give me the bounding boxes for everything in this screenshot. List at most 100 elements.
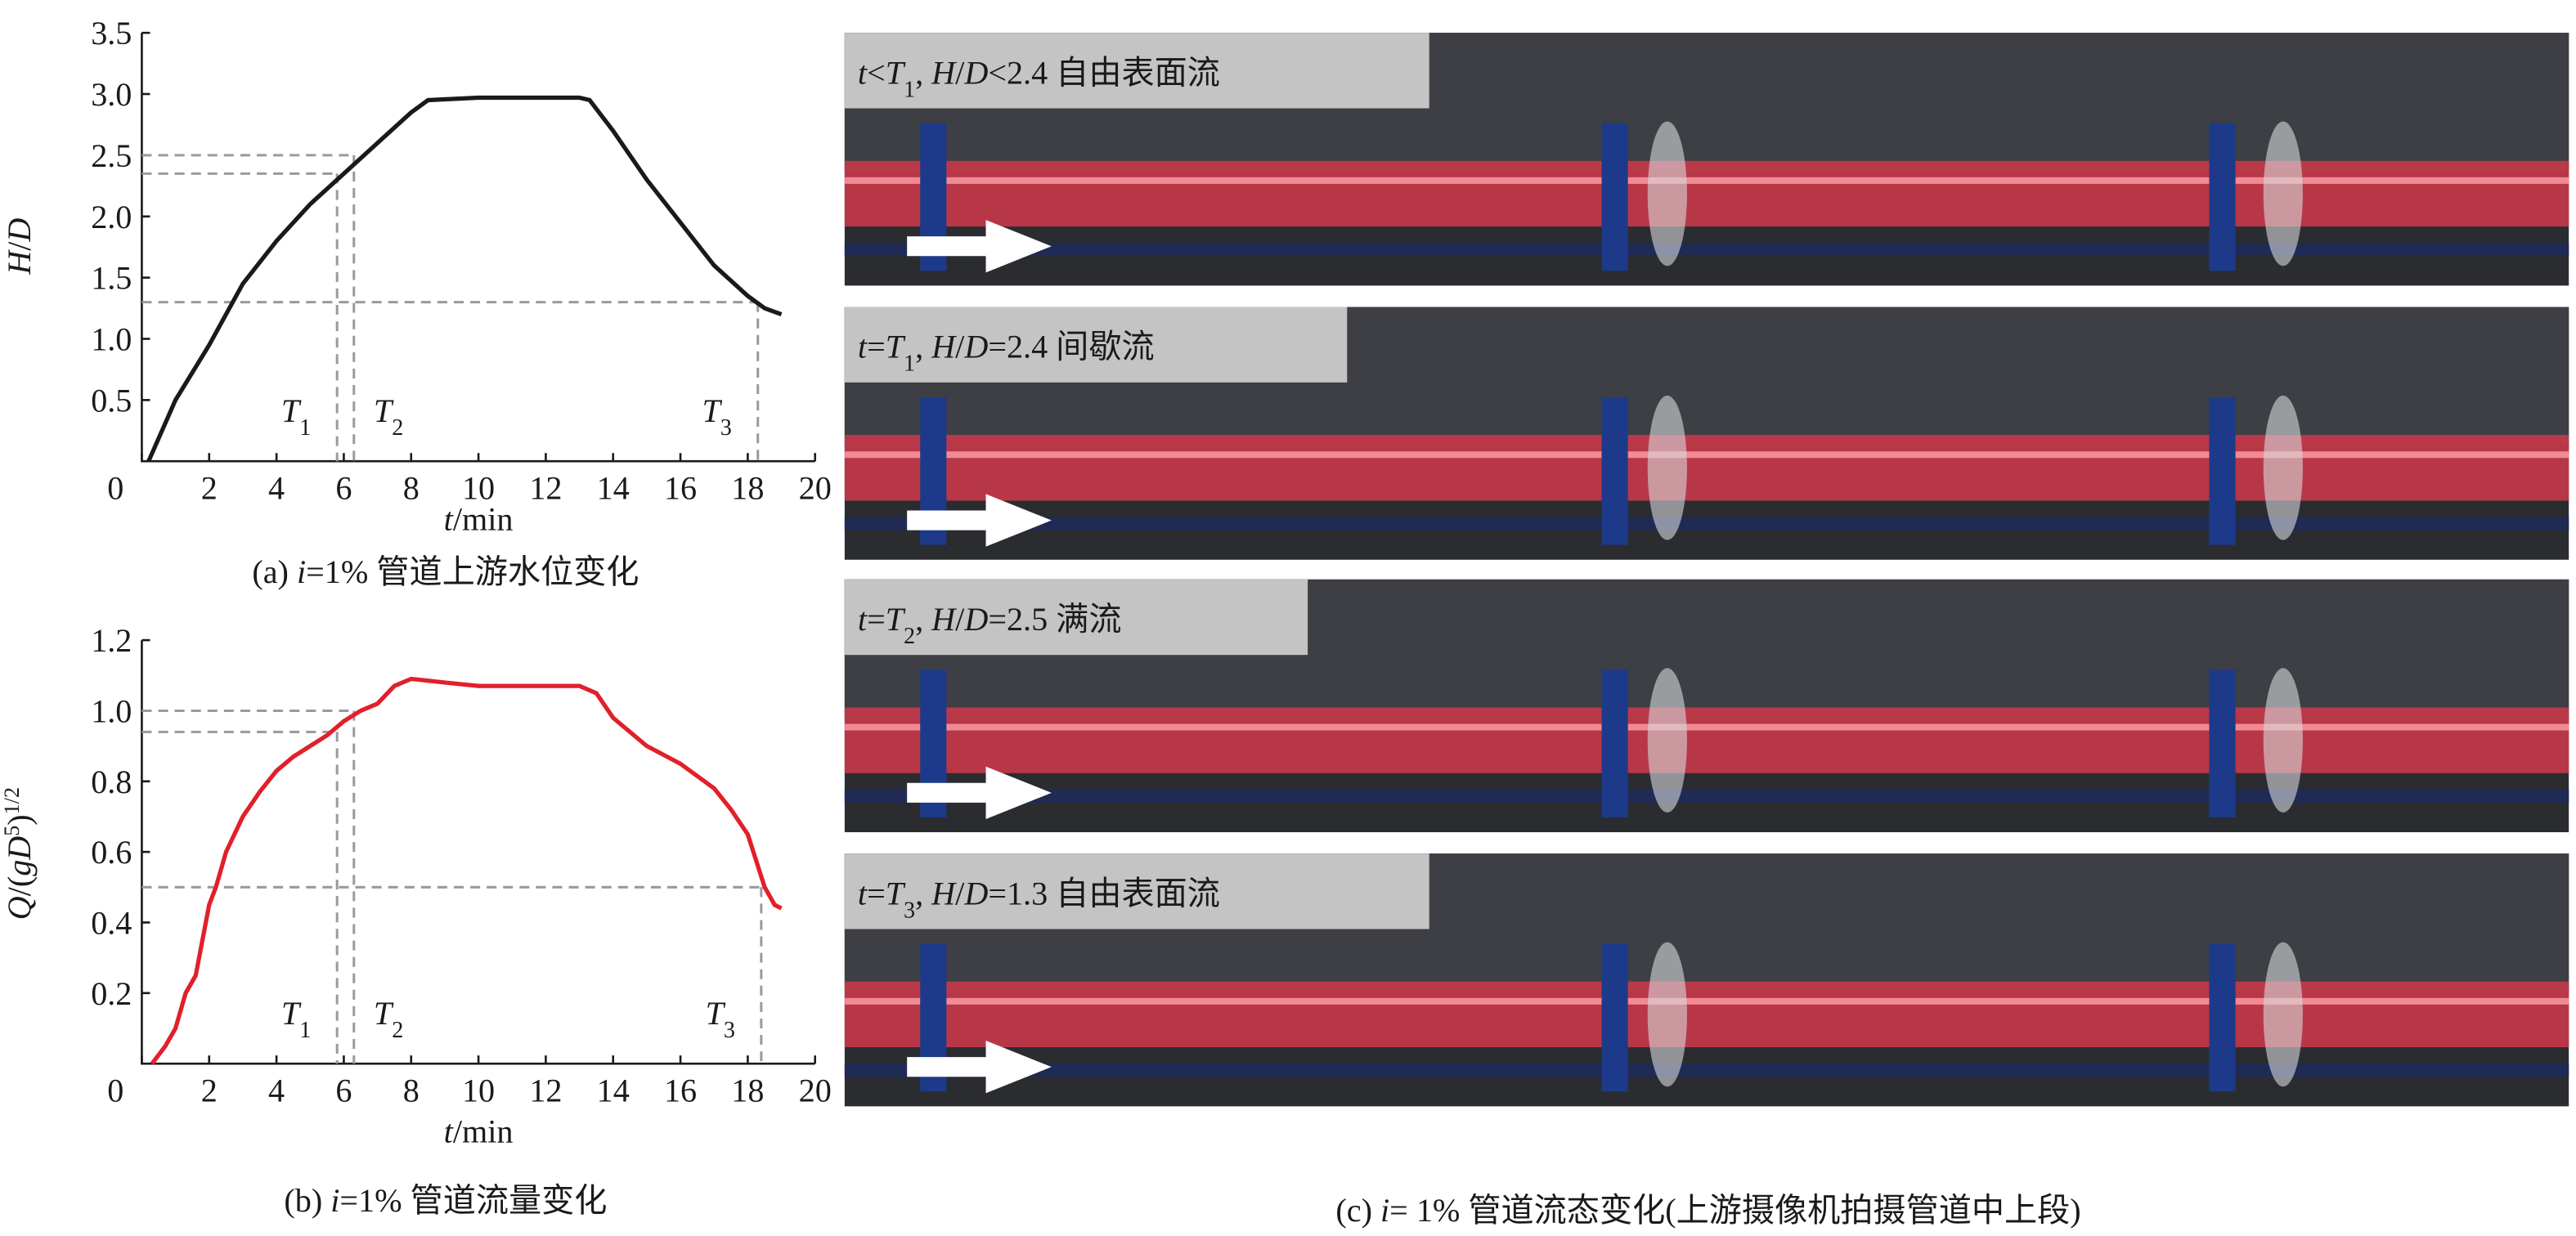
text-run: / bbox=[955, 875, 965, 911]
marker-label: T3 bbox=[702, 392, 731, 441]
data-line bbox=[146, 95, 783, 463]
text-run: T bbox=[281, 392, 302, 429]
text-run: < bbox=[867, 54, 886, 91]
y-axis-label: Q/(gD5)1/2 bbox=[0, 787, 38, 920]
text-run: 5 bbox=[0, 826, 23, 836]
panel-label: t<T1, H/D<2.4 自由表面流 bbox=[858, 54, 1220, 101]
text-run: =1% 管道上游水位变化 bbox=[306, 553, 639, 590]
pipe-highlight bbox=[844, 177, 2569, 184]
caption: (b) i=1% 管道流量变化 bbox=[284, 1182, 607, 1219]
flange bbox=[1647, 942, 1687, 1087]
text-run: T bbox=[281, 995, 302, 1032]
text-run: / bbox=[955, 601, 965, 638]
y-tick-label: 0.8 bbox=[91, 764, 132, 800]
y-tick-label: 0.4 bbox=[91, 905, 132, 942]
y-tick-label: 2.5 bbox=[91, 137, 132, 174]
marker-label: T2 bbox=[374, 392, 403, 441]
y-axis-label: H/D bbox=[1, 218, 38, 275]
text-run: 1 bbox=[299, 415, 311, 441]
text-run: H bbox=[1, 249, 38, 275]
pipe bbox=[844, 981, 2569, 1048]
text-run: =1.3 自由表面流 bbox=[988, 875, 1220, 911]
marker-label: T2 bbox=[374, 995, 403, 1043]
text-run: , bbox=[915, 601, 931, 638]
x-tick-label: 14 bbox=[597, 1072, 630, 1108]
text-run: 1/2 bbox=[0, 787, 23, 814]
rail bbox=[844, 789, 2569, 803]
text-run: 1 bbox=[904, 351, 915, 376]
data-line bbox=[150, 676, 783, 1065]
caption: (a) i=1% 管道上游水位变化 bbox=[252, 553, 639, 590]
x-tick-label: 8 bbox=[403, 1072, 420, 1108]
text-run: = bbox=[867, 875, 886, 911]
text-run: 2 bbox=[904, 624, 915, 649]
text-run: H bbox=[931, 601, 957, 638]
text-run: / bbox=[955, 54, 965, 91]
marker-label: T1 bbox=[281, 995, 311, 1043]
x-tick-label: 18 bbox=[731, 1072, 764, 1108]
support bbox=[1601, 670, 1628, 817]
text-run: , bbox=[915, 329, 931, 365]
support bbox=[1601, 943, 1628, 1092]
text-run: t bbox=[858, 329, 868, 365]
text-run: 2 bbox=[392, 1017, 403, 1042]
flow-arrow bbox=[907, 1041, 1052, 1094]
y-tick-label: 1.2 bbox=[91, 622, 132, 659]
y-tick-label: 0.2 bbox=[91, 975, 132, 1012]
text-run: t bbox=[444, 501, 454, 538]
rail bbox=[844, 517, 2569, 531]
support bbox=[1601, 123, 1628, 271]
text-run: H bbox=[931, 54, 957, 91]
panel-label: t=T2, H/D=2.5 满流 bbox=[858, 601, 1122, 649]
text-run: =1% 管道流量变化 bbox=[339, 1182, 607, 1219]
rail bbox=[844, 243, 2569, 257]
text-run: D bbox=[963, 54, 988, 91]
panel-label: t=T3, H/D=1.3 自由表面流 bbox=[858, 875, 1220, 923]
text-run: = 1% 管道流态变化(上游摄像机拍摄管道中上段) bbox=[1389, 1192, 2080, 1229]
text-run: i bbox=[297, 553, 306, 590]
text-run: =2.4 间歇流 bbox=[988, 329, 1154, 365]
flange bbox=[2263, 121, 2303, 266]
text-run: T bbox=[886, 875, 906, 911]
text-run: (b) bbox=[284, 1182, 330, 1219]
x-tick-label: 6 bbox=[335, 1072, 352, 1108]
pipe bbox=[844, 707, 2569, 773]
text-run: 1 bbox=[904, 77, 915, 102]
text-run: t bbox=[858, 875, 868, 911]
x-tick-label: 12 bbox=[529, 469, 562, 506]
text-run: T bbox=[374, 995, 394, 1032]
text-run: T bbox=[374, 392, 394, 429]
marker-label: T3 bbox=[706, 995, 735, 1043]
text-run: , bbox=[915, 54, 931, 91]
text-run: (c) bbox=[1335, 1192, 1380, 1229]
text-run: /( bbox=[1, 876, 38, 897]
text-run: D bbox=[963, 601, 988, 638]
text-run: i bbox=[330, 1182, 339, 1219]
x-tick-label: 20 bbox=[799, 469, 832, 506]
text-run: T bbox=[886, 601, 906, 638]
flange bbox=[2263, 395, 2303, 540]
marker-label: T1 bbox=[281, 392, 311, 441]
text-run: H bbox=[931, 329, 957, 365]
label-box bbox=[844, 307, 1348, 383]
text-run: =2.5 满流 bbox=[988, 601, 1121, 638]
y-tick-label: 3.5 bbox=[91, 15, 132, 52]
y-tick-label: 1.0 bbox=[91, 321, 132, 358]
x-tick-label: 8 bbox=[403, 469, 420, 506]
pipe-highlight bbox=[844, 451, 2569, 459]
x-tick-label: 6 bbox=[335, 469, 352, 506]
label-box bbox=[844, 33, 1429, 109]
text-run: ) bbox=[1, 814, 38, 825]
text-run: , bbox=[915, 875, 931, 911]
x-tick-label: 2 bbox=[201, 1072, 218, 1108]
text-run: 3 bbox=[724, 1017, 735, 1042]
text-run: D bbox=[963, 329, 988, 365]
support bbox=[1601, 396, 1628, 545]
text-run: H bbox=[931, 875, 957, 911]
x-tick-label: 10 bbox=[462, 1072, 495, 1108]
x-tick-label: 18 bbox=[731, 469, 764, 506]
panel-label: t=T1, H/D=2.4 间歇流 bbox=[858, 329, 1155, 376]
support bbox=[2209, 670, 2236, 817]
y-tick-label: 2.0 bbox=[91, 199, 132, 235]
